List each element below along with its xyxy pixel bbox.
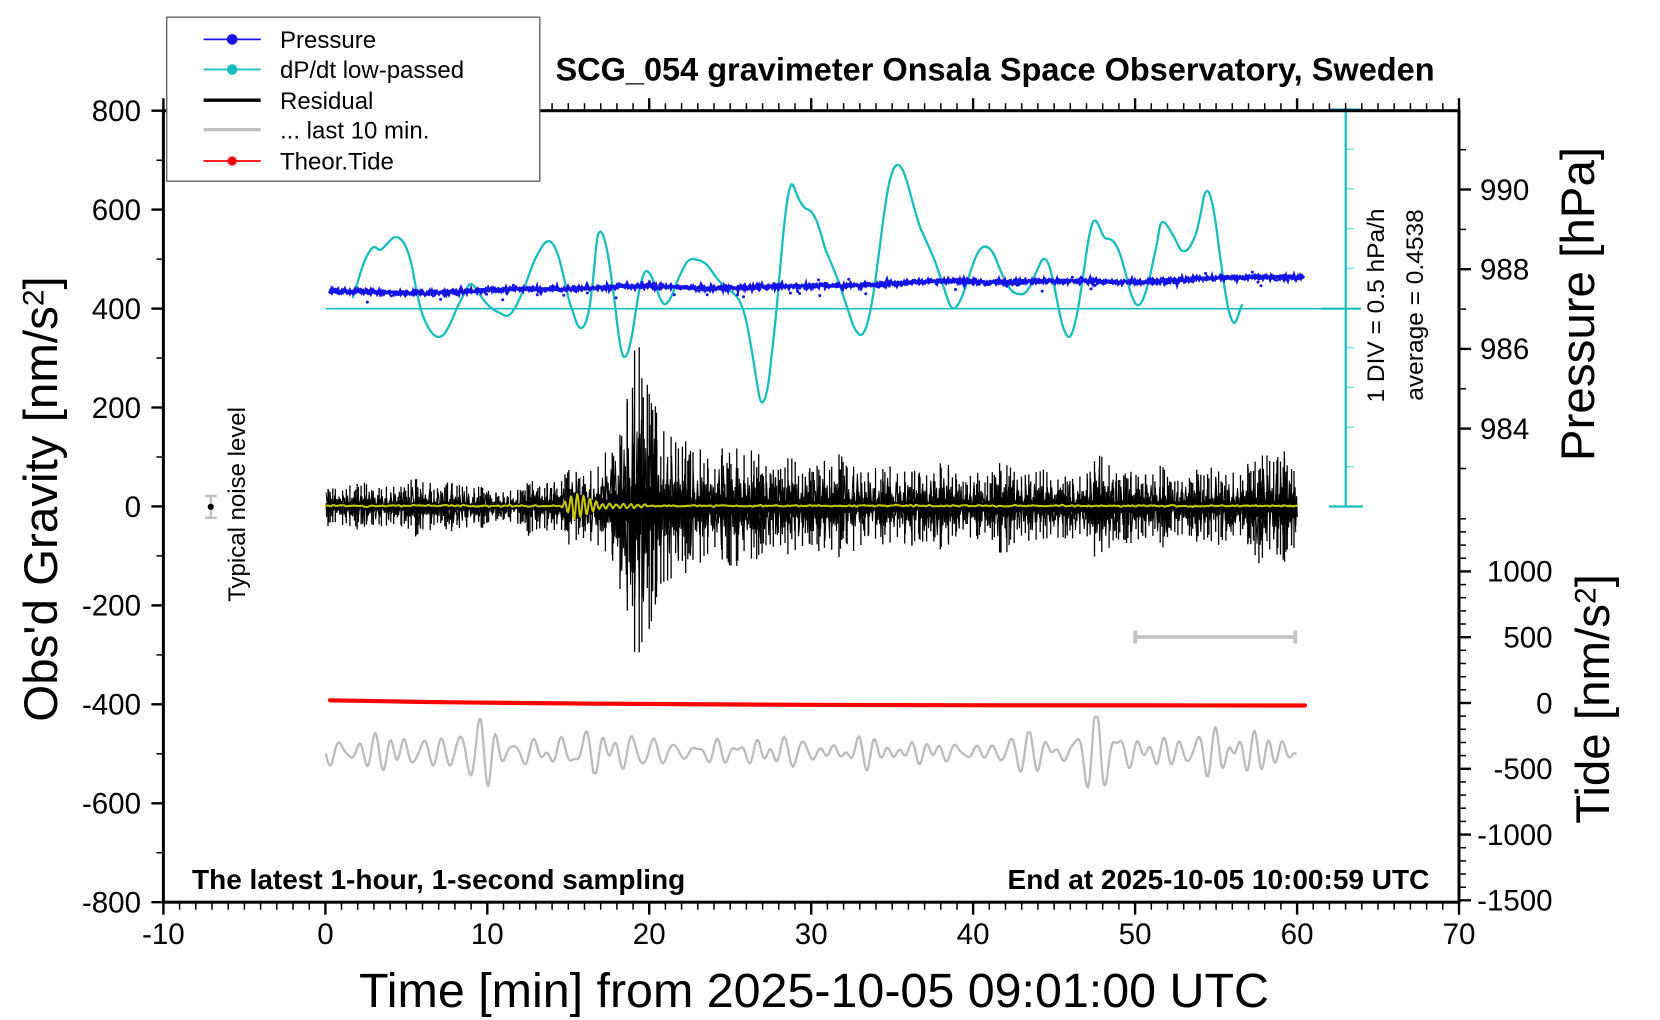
svg-text:986: 986 [1480, 333, 1529, 366]
svg-text:990: 990 [1480, 174, 1529, 207]
svg-text:-500: -500 [1494, 753, 1553, 786]
svg-text:-1000: -1000 [1477, 819, 1552, 852]
svg-text:60: 60 [1281, 918, 1314, 951]
svg-text:20: 20 [633, 918, 666, 951]
svg-text:Theor.Tide: Theor.Tide [280, 149, 394, 176]
svg-text:dP/dt low-passed: dP/dt low-passed [280, 57, 464, 84]
svg-text:1 DIV = 0.5 hPa/h: 1 DIV = 0.5 hPa/h [1363, 208, 1390, 402]
svg-text:400: 400 [92, 293, 141, 326]
svg-text:Typical noise level: Typical noise level [224, 407, 251, 602]
svg-text:Residual: Residual [280, 88, 373, 115]
svg-text:Tide [nm/s2]: Tide [nm/s2] [1567, 574, 1620, 824]
svg-text:End at 2025-10-05 10:00:59 UTC: End at 2025-10-05 10:00:59 UTC [1008, 864, 1430, 895]
svg-text:988: 988 [1480, 254, 1529, 287]
svg-text:Time [min] from 2025-10-05 09:: Time [min] from 2025-10-05 09:01:00 UTC [359, 964, 1269, 1018]
svg-text:600: 600 [92, 194, 141, 227]
svg-text:-200: -200 [82, 590, 141, 623]
svg-text:0: 0 [317, 918, 333, 951]
svg-text:Obs'd Gravity [nm/s2]: Obs'd Gravity [nm/s2] [15, 276, 68, 721]
svg-text:984: 984 [1480, 413, 1529, 446]
svg-text:0: 0 [1536, 687, 1552, 720]
svg-text:Pressure [hPa]: Pressure [hPa] [1552, 147, 1605, 461]
svg-text:-800: -800 [82, 887, 141, 920]
svg-text:SCG_054 gravimeter Onsala Spac: SCG_054 gravimeter Onsala Space Observat… [555, 52, 1434, 88]
svg-text:200: 200 [92, 392, 141, 425]
svg-text:-10: -10 [142, 918, 185, 951]
svg-text:500: 500 [1503, 622, 1552, 655]
svg-text:800: 800 [92, 95, 141, 128]
svg-text:-400: -400 [82, 689, 141, 722]
svg-text:1000: 1000 [1487, 556, 1553, 589]
svg-text:10: 10 [471, 918, 504, 951]
svg-text:0: 0 [125, 491, 141, 524]
svg-text:... last 10 min.: ... last 10 min. [280, 117, 429, 144]
svg-text:-1500: -1500 [1477, 885, 1552, 918]
svg-text:Pressure: Pressure [280, 27, 376, 54]
svg-text:40: 40 [957, 918, 990, 951]
svg-text:30: 30 [795, 918, 828, 951]
svg-text:70: 70 [1443, 918, 1476, 951]
svg-text:average = 0.4538: average = 0.4538 [1402, 209, 1429, 400]
svg-text:The latest 1-hour, 1-second sa: The latest 1-hour, 1-second sampling [192, 864, 685, 895]
svg-text:50: 50 [1119, 918, 1152, 951]
svg-text:-600: -600 [82, 788, 141, 821]
